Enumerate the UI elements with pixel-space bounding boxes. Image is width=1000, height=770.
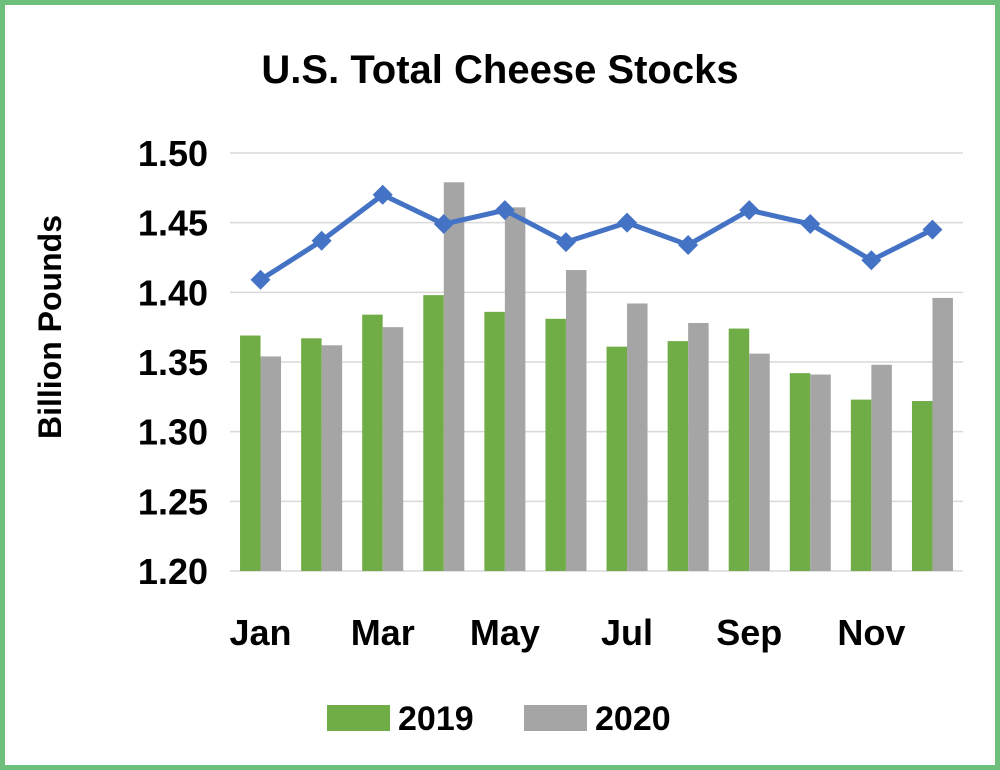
line-path	[259, 192, 934, 282]
line-series	[250, 184, 943, 290]
y-axis-label: Billion Pounds	[32, 215, 68, 439]
bar-2019	[728, 328, 750, 571]
gridlines	[230, 152, 963, 572]
line-marker	[555, 232, 576, 253]
y-tick-label: 1.35	[138, 342, 208, 383]
bar-2019	[423, 295, 444, 571]
bars	[240, 182, 953, 571]
y-tick-label: 1.30	[138, 412, 208, 453]
line-marker	[922, 219, 943, 240]
bar-2020	[260, 356, 282, 571]
x-tick-label: Nov	[837, 612, 905, 653]
line-marker	[372, 184, 393, 205]
x-tick-label: Jul	[601, 612, 653, 653]
x-tick-label: May	[470, 612, 540, 653]
x-tick-label: Sep	[716, 612, 782, 653]
line-marker	[678, 234, 699, 255]
bar-2020	[443, 182, 465, 571]
bar-2019	[545, 318, 566, 571]
bar-2020	[627, 303, 648, 571]
legend-label-2019: 2019	[398, 700, 474, 738]
y-tick-label: 1.45	[138, 203, 208, 244]
bar-2019	[484, 311, 505, 571]
chart-title: U.S. Total Cheese Stocks	[261, 48, 738, 92]
bar-2019	[850, 399, 872, 571]
x-tick-label: Mar	[351, 612, 415, 653]
y-axis-ticks: 1.20 1.25 1.30 1.35 1.40 1.45 1.50	[138, 133, 208, 592]
legend-swatch-2020	[524, 705, 587, 731]
line-marker	[861, 250, 882, 271]
bar-2020	[382, 327, 404, 571]
legend-label-2020: 2020	[595, 700, 671, 738]
x-axis-ticks: Jan Mar May Jul Sep Nov	[230, 612, 906, 653]
bar-2019	[789, 373, 811, 571]
line-marker	[800, 214, 821, 235]
chart: U.S. Total Cheese Stocks Billion Pounds …	[32, 48, 963, 738]
legend: 2019 2020	[327, 700, 671, 738]
line-marker	[617, 212, 638, 233]
bar-2020	[810, 374, 831, 571]
bar-2020	[932, 297, 953, 571]
y-tick-label: 1.50	[138, 133, 208, 174]
line-marker	[433, 214, 454, 235]
x-tick-label: Jan	[230, 612, 292, 653]
bar-2019	[667, 341, 689, 571]
bar-2019	[606, 346, 628, 571]
legend-swatch-2019	[327, 705, 390, 731]
y-tick-label: 1.25	[138, 481, 208, 522]
bar-2020	[749, 353, 770, 571]
bar-2020	[688, 322, 709, 571]
bar-2019	[240, 335, 261, 571]
y-tick-label: 1.40	[138, 272, 208, 313]
y-tick-label: 1.20	[138, 551, 208, 592]
bar-2019	[362, 314, 383, 571]
bar-2019	[911, 401, 933, 571]
bar-2020	[871, 364, 892, 571]
line-marker	[739, 200, 760, 221]
line-marker	[250, 269, 271, 290]
line-marker	[494, 200, 515, 221]
bar-2020	[321, 345, 343, 571]
bar-2020	[565, 270, 587, 571]
bar-2020	[504, 207, 526, 571]
line-marker	[311, 230, 332, 251]
bar-2019	[301, 338, 322, 571]
